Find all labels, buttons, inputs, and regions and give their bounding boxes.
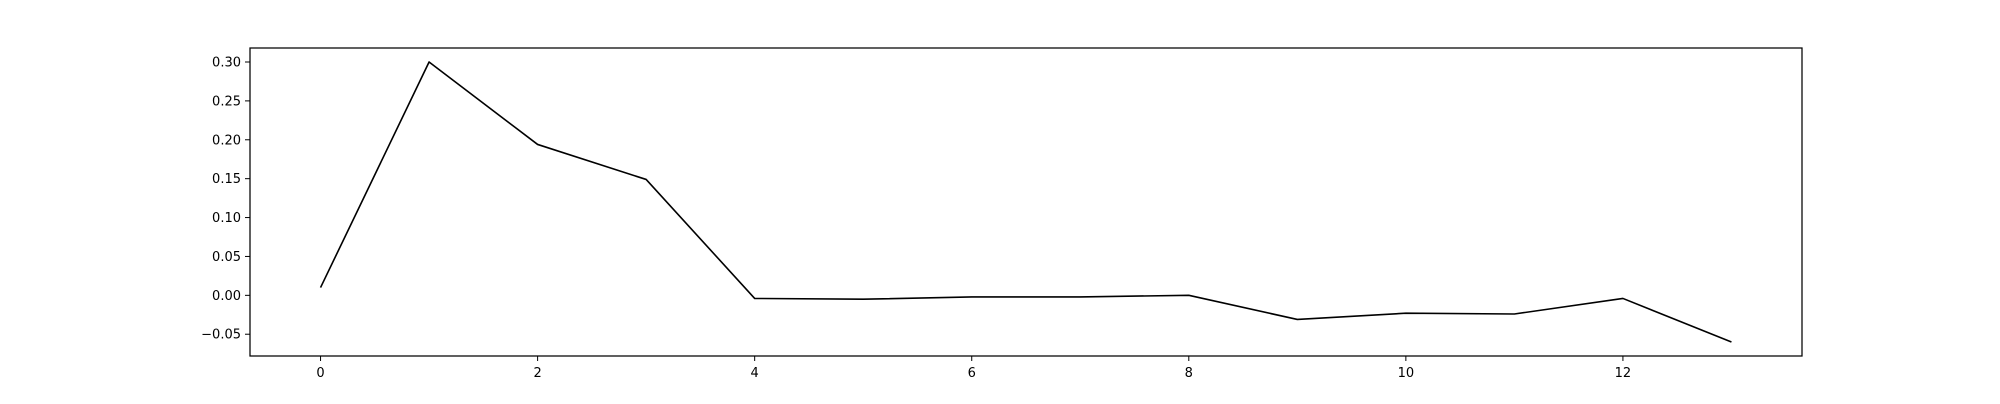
x-tick-label: 0 [316,366,324,381]
x-tick-label: 12 [1615,366,1632,381]
y-tick-label: 0.25 [212,94,241,109]
plot-frame [250,48,1802,356]
x-tick-label: 2 [533,366,541,381]
y-tick-label: 0.00 [212,289,241,304]
x-tick-label: 4 [751,366,759,381]
y-tick-label: 0.15 [212,172,241,187]
y-axis: −0.05 0.00 0.05 0.10 0.15 0.20 0.25 0.30 [201,56,250,343]
series-layer [321,62,1732,342]
x-tick-label: 6 [968,366,976,381]
y-tick-label: 0.20 [212,133,241,148]
series-line [321,62,1732,342]
x-axis: 0 2 4 6 8 10 12 [316,356,1631,381]
y-tick-label: 0.30 [212,56,241,71]
y-tick-label: 0.05 [212,250,241,265]
x-tick-label: 10 [1398,366,1415,381]
y-tick-label: 0.10 [212,211,241,226]
x-tick-label: 8 [1185,366,1193,381]
y-tick-label: −0.05 [201,328,241,343]
